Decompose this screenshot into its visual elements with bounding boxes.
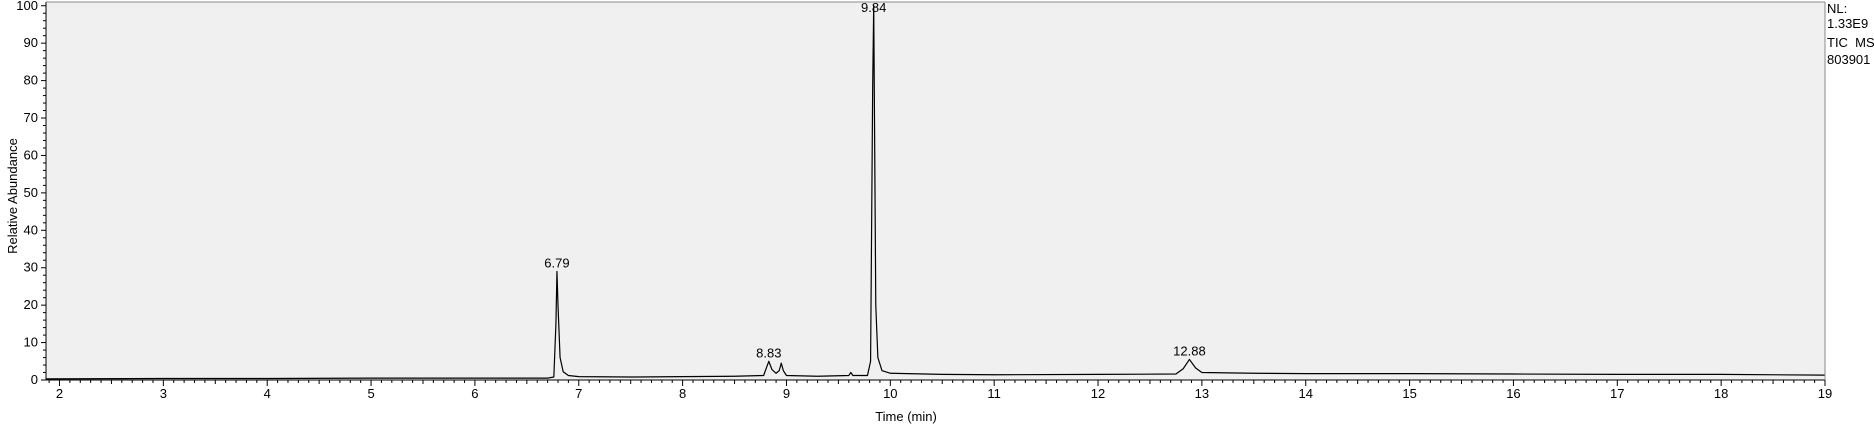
x-tick-label: 5 [367, 386, 374, 401]
x-tick-label: 15 [1402, 386, 1416, 401]
peak-label: 12.88 [1173, 343, 1206, 358]
y-tick-label: 70 [24, 110, 38, 125]
peak-labels: 6.79 8.83 9.84 12.88 [544, 0, 1205, 360]
info-line-3: TIC MS [1827, 35, 1874, 50]
x-tick-label: 13 [1195, 386, 1209, 401]
y-tick-label: 80 [24, 73, 38, 88]
peak-label: 9.84 [861, 0, 886, 15]
y-tick-label: 90 [24, 35, 38, 50]
x-tick-label: 19 [1818, 386, 1832, 401]
x-tick-label: 7 [575, 386, 582, 401]
y-tick-label: 50 [24, 185, 38, 200]
x-tick-label: 11 [987, 386, 1001, 401]
x-tick-label: 12 [1091, 386, 1105, 401]
y-tick-label: 30 [24, 260, 38, 275]
tic-trace [45, 5, 1826, 380]
y-tick-label: 40 [24, 222, 38, 237]
info-line-1: NL: [1827, 1, 1847, 16]
y-tick-label: 10 [24, 335, 38, 350]
x-tick-label: 17 [1610, 386, 1624, 401]
plot-area [46, 2, 1825, 380]
x-tick-label: 3 [160, 386, 167, 401]
peak-label: 8.83 [756, 345, 781, 360]
info-box: NL: 1.33E9 TIC MS 803901 [1827, 1, 1874, 67]
x-tick-label: 9 [783, 386, 790, 401]
y-tick-label: 60 [24, 147, 38, 162]
x-tick-label: 14 [1299, 386, 1313, 401]
info-line-2: 1.33E9 [1827, 16, 1868, 31]
x-tick-label: 6 [471, 386, 478, 401]
x-tick-label: 8 [679, 386, 686, 401]
x-tick-label: 18 [1714, 386, 1728, 401]
series-layer [45, 5, 1826, 380]
x-tick-label: 4 [264, 386, 271, 401]
y-axis-ticks: 0 10 20 30 40 50 60 70 80 90 100 [16, 0, 46, 387]
y-tick-label: 20 [24, 297, 38, 312]
y-tick-label: 100 [16, 0, 38, 13]
x-tick-label: 16 [1506, 386, 1520, 401]
x-axis-ticks: 2 3 4 5 6 7 8 9 10 11 12 13 14 15 16 17 18 19 [48, 380, 1832, 401]
peak-label: 6.79 [544, 255, 569, 270]
x-tick-label: 2 [56, 386, 63, 401]
x-axis-title: Time (min) [875, 409, 937, 424]
info-line-4: 803901 [1827, 52, 1870, 67]
y-axis-title: Relative Abundance [5, 138, 20, 254]
x-tick-label: 10 [883, 386, 897, 401]
y-tick-label: 0 [31, 372, 38, 387]
